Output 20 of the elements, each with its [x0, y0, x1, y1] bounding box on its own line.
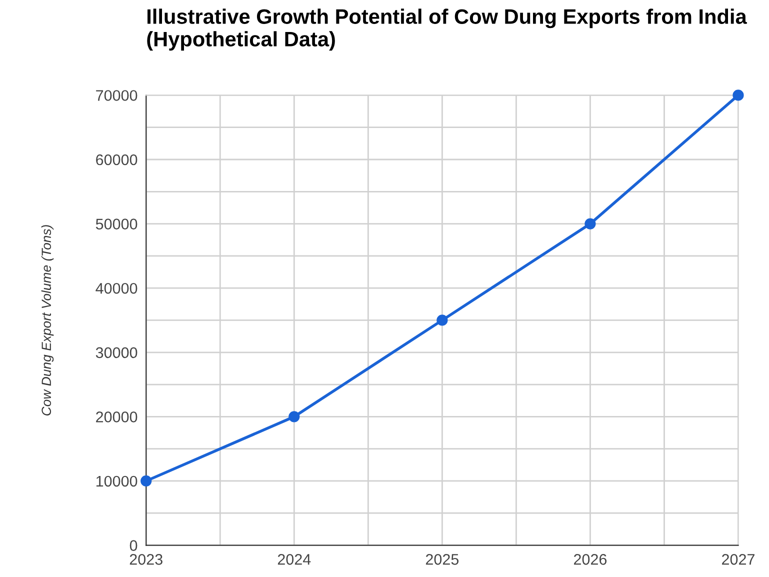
- point: [584, 218, 596, 230]
- point: [140, 475, 152, 487]
- y-axis-title: Cow Dung Export Volume (Tons): [41, 225, 54, 416]
- x-tick-label: 2027: [722, 554, 754, 565]
- y-tick-label: 40000: [96, 282, 138, 294]
- x-tick-label: 2025: [426, 554, 459, 565]
- y-tick-label: 10000: [96, 476, 138, 487]
- x-tick-label: 2023: [130, 554, 162, 565]
- y-tick-label: 30000: [96, 347, 138, 358]
- x-tick-label: 2026: [574, 554, 607, 565]
- y-tick-label: 20000: [96, 412, 138, 422]
- y-tick-label: 60000: [96, 154, 138, 166]
- point: [732, 90, 744, 101]
- chart-title: Illustrative Growth Potential of Cow Dung Exports from India (Hypothetical Data): [147, 8, 747, 51]
- point: [436, 314, 448, 326]
- point: [288, 411, 300, 422]
- y-tick-label: 70000: [96, 90, 138, 101]
- y-tick-label: 50000: [96, 218, 138, 230]
- x-tick-label: 2024: [278, 554, 311, 565]
- y-tick-label: 0: [130, 540, 138, 551]
